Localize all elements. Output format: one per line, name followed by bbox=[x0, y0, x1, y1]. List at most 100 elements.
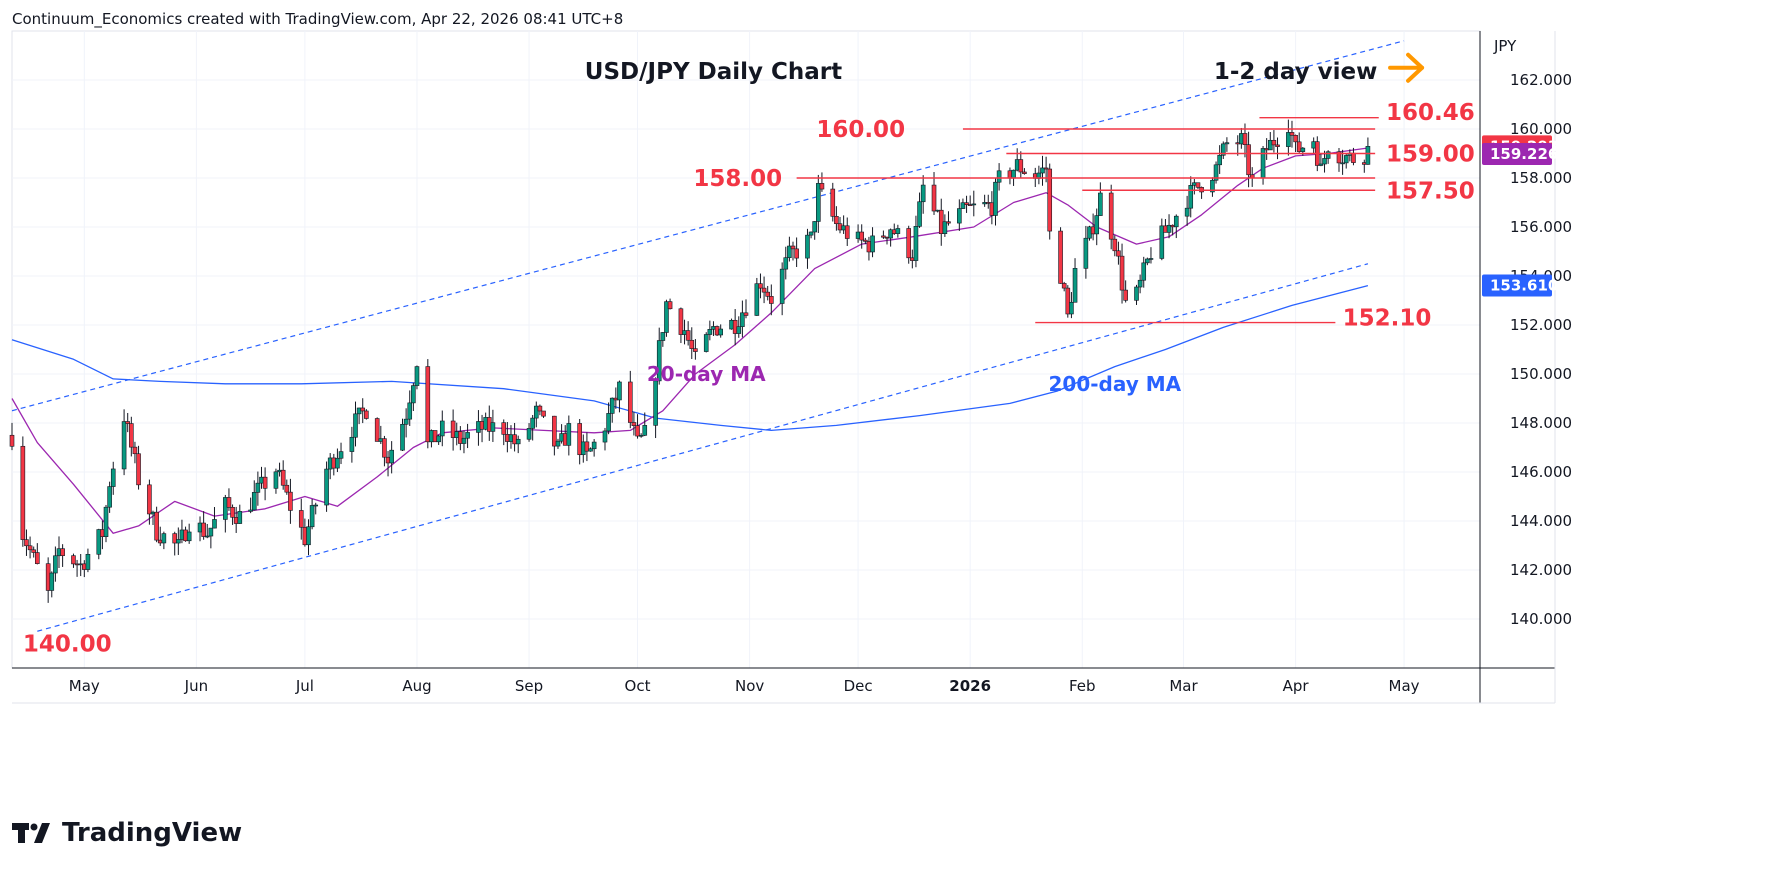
candle bbox=[1061, 281, 1067, 292]
candle-body bbox=[1134, 286, 1139, 301]
candle-body bbox=[31, 549, 36, 553]
candle-body bbox=[667, 301, 673, 310]
candle bbox=[1184, 195, 1190, 226]
candle bbox=[870, 227, 875, 258]
candle-body bbox=[1108, 192, 1114, 240]
candle-body bbox=[812, 221, 817, 233]
ma200-line bbox=[11, 284, 1369, 432]
candle-body bbox=[403, 418, 409, 425]
candle-body bbox=[693, 348, 698, 352]
trend-channel bbox=[11, 40, 1405, 632]
candle-body bbox=[125, 421, 131, 424]
candle-body bbox=[24, 539, 29, 547]
y-tick-label: 140.000 bbox=[1510, 610, 1572, 628]
candle-body bbox=[906, 228, 912, 259]
candle-body bbox=[794, 248, 799, 259]
ma20-label: 20-day MA bbox=[647, 362, 766, 386]
candle-body bbox=[1242, 133, 1248, 146]
candle-body bbox=[769, 296, 774, 304]
candle bbox=[414, 365, 420, 390]
candle bbox=[881, 230, 886, 239]
candle bbox=[360, 398, 366, 424]
candle bbox=[957, 199, 962, 231]
candle bbox=[1116, 241, 1121, 265]
candle bbox=[1220, 141, 1226, 160]
candle-body bbox=[1011, 169, 1016, 179]
candle-body bbox=[993, 181, 998, 216]
candle bbox=[436, 434, 441, 445]
candle-body bbox=[237, 511, 243, 524]
candle bbox=[53, 546, 58, 582]
candle-body bbox=[1058, 230, 1063, 284]
candle bbox=[262, 467, 268, 501]
candle bbox=[761, 276, 767, 304]
candle bbox=[324, 461, 329, 512]
chart-subtitle: 1-2 day view bbox=[1214, 59, 1378, 85]
candle bbox=[439, 410, 445, 447]
candle-body bbox=[1322, 158, 1327, 165]
candle bbox=[20, 436, 26, 547]
y-tick-label: 142.000 bbox=[1510, 561, 1572, 579]
candle-body bbox=[313, 504, 319, 507]
x-tick-label: Mar bbox=[1169, 677, 1198, 695]
candle bbox=[31, 546, 36, 558]
x-tick-label: Sep bbox=[515, 677, 543, 695]
candle-body bbox=[324, 468, 329, 506]
candle-body bbox=[1246, 144, 1251, 176]
tradingview-brand[interactable]: TradingView bbox=[12, 818, 242, 848]
candle-body bbox=[465, 432, 470, 439]
candle-body bbox=[53, 555, 58, 574]
candle-body bbox=[635, 425, 640, 437]
candle-body bbox=[425, 366, 431, 443]
candle-body bbox=[1061, 283, 1067, 289]
candle bbox=[382, 435, 387, 467]
candle-body bbox=[1145, 258, 1150, 264]
candle-body bbox=[526, 428, 532, 440]
candle bbox=[533, 401, 539, 428]
candle bbox=[1217, 145, 1222, 174]
candle-body bbox=[389, 449, 394, 464]
x-tick-label: May bbox=[69, 677, 100, 695]
candle bbox=[335, 448, 340, 473]
candle bbox=[794, 237, 799, 267]
candle bbox=[1159, 218, 1165, 261]
candle-body bbox=[1271, 139, 1277, 146]
candle bbox=[389, 441, 394, 474]
candle-body bbox=[996, 170, 1002, 183]
candle bbox=[1210, 177, 1215, 197]
candle-body bbox=[201, 522, 206, 537]
candle bbox=[107, 481, 112, 513]
candle-body bbox=[816, 183, 821, 222]
candle bbox=[942, 214, 948, 237]
candle-body bbox=[9, 434, 15, 447]
candle-body bbox=[1188, 185, 1194, 209]
candle bbox=[707, 320, 713, 341]
candle bbox=[425, 359, 431, 449]
candle-body bbox=[957, 208, 962, 224]
candle-body bbox=[707, 329, 713, 335]
candle-body bbox=[1159, 225, 1165, 259]
candle bbox=[685, 321, 691, 346]
candle-body bbox=[255, 482, 261, 493]
candle bbox=[816, 174, 821, 233]
candle bbox=[1108, 184, 1114, 250]
candle bbox=[635, 414, 640, 439]
candle bbox=[566, 415, 572, 456]
candle-body bbox=[309, 505, 315, 528]
candle bbox=[609, 397, 615, 423]
candle bbox=[248, 497, 253, 514]
candle bbox=[1286, 119, 1291, 156]
candle-body bbox=[1047, 168, 1053, 232]
last-value-badge: 153.610 bbox=[1482, 274, 1558, 297]
candle-body bbox=[631, 422, 637, 427]
candle bbox=[653, 377, 658, 439]
candle-body bbox=[407, 402, 413, 420]
x-tick-label: Dec bbox=[844, 677, 873, 695]
chart-grid bbox=[11, 30, 1481, 669]
candle bbox=[591, 439, 597, 457]
candle bbox=[537, 404, 543, 416]
candle bbox=[758, 273, 763, 299]
candle bbox=[1318, 152, 1324, 167]
candle-body bbox=[186, 531, 192, 542]
